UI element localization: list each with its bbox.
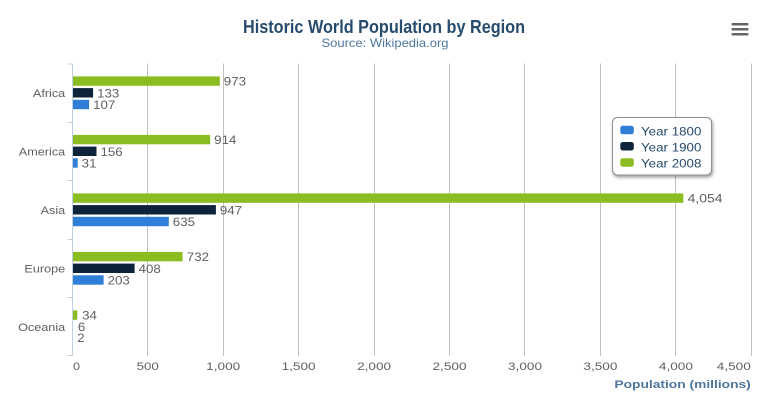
- svg-text:973: 973: [224, 75, 247, 89]
- svg-text:4,000: 4,000: [659, 361, 693, 373]
- svg-text:500: 500: [137, 361, 159, 373]
- svg-text:3,000: 3,000: [508, 361, 542, 373]
- svg-text:732: 732: [187, 250, 210, 264]
- svg-text:947: 947: [220, 203, 243, 217]
- svg-text:133: 133: [97, 86, 120, 100]
- svg-text:635: 635: [173, 215, 196, 229]
- svg-text:0: 0: [73, 361, 80, 373]
- svg-text:1,000: 1,000: [206, 361, 240, 373]
- svg-text:408: 408: [139, 262, 162, 276]
- svg-text:3,500: 3,500: [583, 361, 617, 373]
- svg-text:2: 2: [77, 331, 85, 345]
- svg-text:203: 203: [108, 274, 131, 288]
- svg-text:107: 107: [93, 98, 116, 112]
- svg-text:2,000: 2,000: [357, 361, 391, 373]
- svg-text:Africa: Africa: [33, 88, 66, 100]
- svg-text:Source: Wikipedia.org: Source: Wikipedia.org: [322, 36, 449, 50]
- svg-text:34: 34: [82, 309, 97, 323]
- svg-text:4,054: 4,054: [688, 192, 723, 206]
- svg-text:Europe: Europe: [24, 263, 65, 275]
- svg-text:6: 6: [78, 320, 86, 334]
- svg-text:Year 1800: Year 1800: [641, 124, 702, 138]
- svg-text:31: 31: [82, 157, 97, 171]
- svg-text:Year 1900: Year 1900: [641, 141, 702, 155]
- svg-text:Historic World Population by R: Historic World Population by Region: [243, 17, 525, 37]
- svg-text:914: 914: [214, 133, 237, 147]
- svg-text:156: 156: [101, 145, 124, 159]
- svg-text:2,500: 2,500: [433, 361, 467, 373]
- svg-text:Asia: Asia: [41, 205, 67, 217]
- svg-text:1,500: 1,500: [282, 361, 316, 373]
- svg-text:Year 2008: Year 2008: [641, 157, 702, 171]
- svg-text:America: America: [19, 146, 66, 158]
- svg-text:Oceania: Oceania: [18, 322, 66, 334]
- svg-text:Population (millions): Population (millions): [614, 379, 751, 391]
- svg-text:4,500: 4,500: [717, 361, 751, 373]
